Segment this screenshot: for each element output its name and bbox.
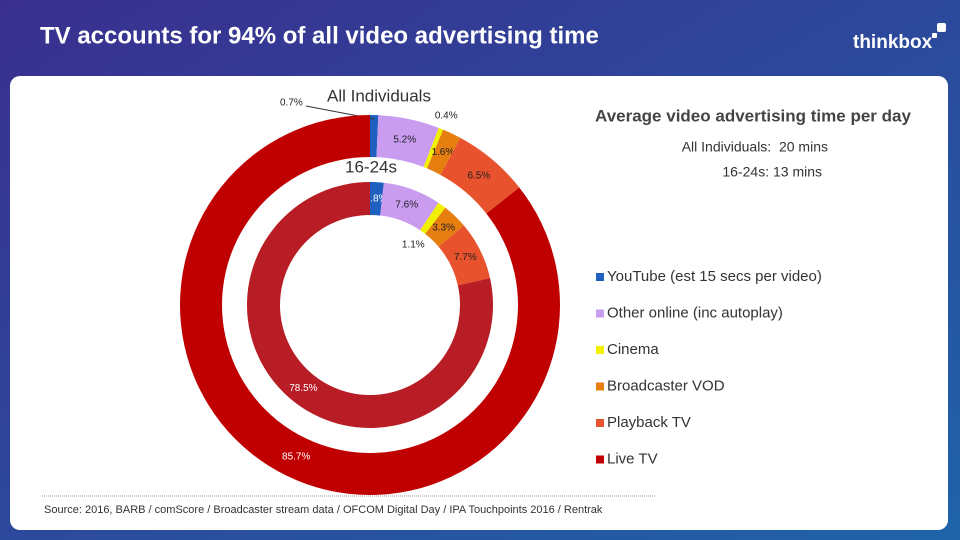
legend-swatch bbox=[596, 309, 604, 318]
legend-swatch bbox=[596, 382, 604, 391]
logo-mark bbox=[937, 23, 946, 32]
panel-heading: Average video advertising time per day bbox=[595, 106, 911, 125]
panel-line: 16-24s: 13 mins bbox=[722, 164, 822, 180]
data-label: 7.6% bbox=[395, 200, 418, 211]
legend-swatch bbox=[596, 346, 604, 354]
donut-slice bbox=[425, 207, 464, 247]
slide-title: TV accounts for 94% of all video adverti… bbox=[40, 22, 599, 49]
ring-title: 16-24s bbox=[345, 157, 397, 176]
donut-slice bbox=[370, 115, 379, 158]
donut-slice bbox=[370, 182, 384, 216]
legend-label: Playback TV bbox=[607, 414, 691, 431]
legend-swatch bbox=[596, 273, 604, 281]
data-label: 7.7% bbox=[454, 252, 477, 263]
donut-slice bbox=[423, 127, 444, 169]
data-label: 1.1% bbox=[402, 240, 425, 251]
legend-label: Live TV bbox=[607, 450, 658, 467]
legend-label: Other online (inc autoplay) bbox=[607, 304, 783, 321]
legend-label: YouTube (est 15 secs per video) bbox=[607, 268, 822, 285]
legend-swatch bbox=[596, 419, 604, 427]
data-label: 78.5% bbox=[289, 383, 317, 394]
source: Source: 2016, BARB / comScore / Broadcas… bbox=[44, 504, 603, 516]
donut-slice bbox=[376, 115, 439, 168]
data-label: 0.4% bbox=[435, 110, 458, 121]
donut-slice bbox=[440, 137, 520, 214]
donut-slice bbox=[380, 182, 439, 231]
logo: thinkbox bbox=[853, 32, 933, 53]
legend-label: Cinema bbox=[607, 341, 659, 358]
legend-swatch bbox=[596, 455, 604, 464]
donut-slice bbox=[438, 225, 491, 286]
data-label: 3.3% bbox=[432, 223, 455, 234]
data-label: 1.8% bbox=[365, 193, 388, 204]
donut-slice bbox=[420, 202, 446, 234]
panel-line: All Individuals: 20 mins bbox=[682, 139, 828, 155]
data-label: 1.6% bbox=[431, 147, 454, 158]
legend-label: Broadcaster VOD bbox=[607, 377, 725, 394]
ring-title: All Individuals bbox=[327, 86, 431, 105]
data-label: 6.5% bbox=[467, 170, 490, 181]
donut-slice bbox=[427, 129, 461, 175]
data-label: 5.2% bbox=[393, 134, 416, 145]
data-label: 85.7% bbox=[282, 452, 310, 463]
logo-mark bbox=[932, 33, 937, 38]
data-label: 0.7% bbox=[280, 98, 303, 109]
